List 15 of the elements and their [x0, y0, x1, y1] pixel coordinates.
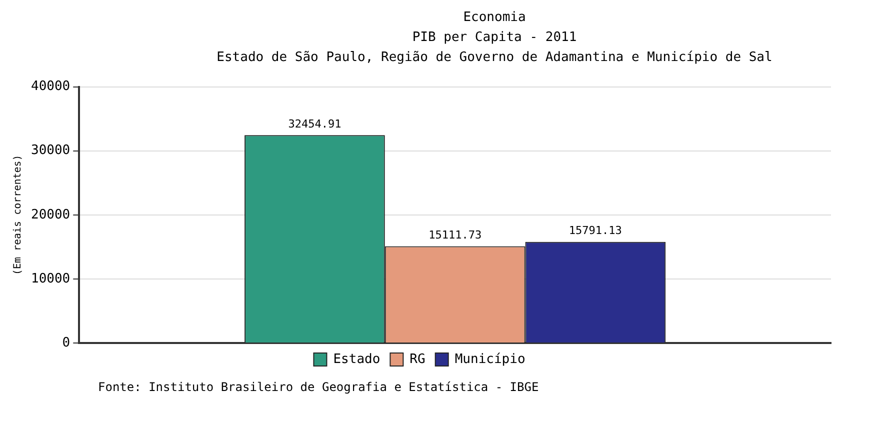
y-tick-label: 40000 [30, 79, 70, 94]
y-tick-label: 30000 [30, 143, 70, 158]
legend-label: RG [410, 352, 426, 367]
y-axis-title: (Em reais correntes) [12, 154, 24, 276]
data-label: 32454.91 [288, 117, 342, 130]
chart-title: Economia [462, 9, 527, 27]
legend-label: Município [454, 352, 526, 367]
legend-label: Estado [333, 352, 380, 367]
y-tick-label: 20000 [30, 207, 70, 222]
data-label: 15111.73 [428, 228, 482, 242]
data-label: 15791.13 [568, 224, 622, 238]
y-tick-label: 10000 [30, 271, 70, 286]
source-note: Fonte: Instituto Brasileiro de Geografia e Estatística - IBGE [98, 380, 540, 394]
chart-subtitle: PIB per Capita - 2011 Estado de São Paulo, Região de Governo de Adamantina e Município de Sal [216, 29, 774, 67]
y-tick-label: 0 [62, 335, 70, 350]
